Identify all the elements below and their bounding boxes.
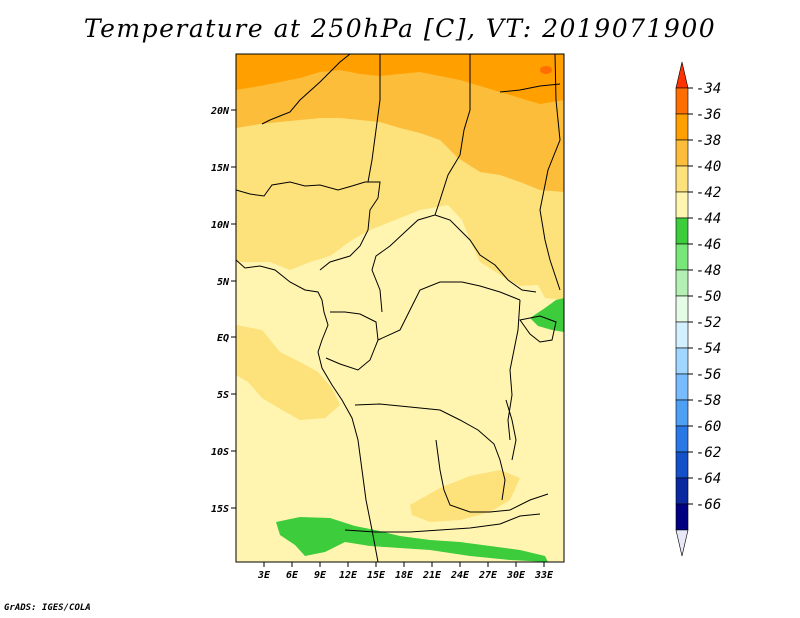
colorbar-segment [675,399,689,427]
colorbar-segment [675,269,689,297]
band-minus44-south [276,517,548,562]
map-frame [235,53,565,563]
colorbar-segment [675,113,689,141]
footer-credit: GrADS: IGES/COLA [4,603,91,613]
lat-label: 5S [217,390,229,401]
lon-label: 9E [314,570,327,581]
colorbar-segment [675,477,689,505]
colorbar-label: -50 [696,289,721,305]
country-borders [236,54,561,562]
lat-axis: 20N 15N 10N 5N EQ 5S 10S 15S [210,106,236,515]
lon-label: 15E [367,570,386,581]
colorbar-label: -40 [696,159,721,175]
lat-label: 20N [210,106,230,117]
colorbar-segment [675,503,689,531]
colorbar-label: -66 [696,497,721,513]
colorbar-label: -42 [696,185,721,201]
lat-label: 10S [211,447,229,458]
colorbar-segment [675,373,689,401]
band-minus38 [236,54,564,192]
lon-label: 12E [339,570,358,581]
colorbar-label: -64 [696,471,721,487]
colorbar-segment [675,191,689,219]
temperature-field [236,54,564,562]
colorbar-segment [675,139,689,167]
lat-label: EQ [217,333,229,344]
lon-label: 6E [286,570,299,581]
colorbar-segment [675,347,689,375]
colorbar-segment [675,451,689,479]
band-minus40-sw [236,325,340,420]
colorbar-label: -36 [696,107,721,123]
colorbar-segment [675,165,689,193]
lon-label: 33E [534,570,554,581]
colorbar-label: -52 [696,315,721,331]
lat-label: 10N [211,220,230,231]
colorbar-label: -44 [696,211,721,227]
lon-label: 24E [450,570,470,581]
band-minus36 [236,54,564,104]
colorbar-label: -48 [696,263,721,279]
lat-label: 15S [211,504,229,515]
colorbar-label: -60 [696,419,721,435]
colorbar-segment [675,87,689,115]
colorbar-label: -54 [696,341,721,357]
lon-label: 30E [506,570,526,581]
colorbar-segment [675,295,689,323]
colorbar-label: -46 [696,237,721,253]
colorbar: -34 -36 -38 -40 -42 -44 -46 -48 -50 -52 -54 -56 -58 -… [675,61,721,557]
colorbar-segment [675,61,689,89]
colorbar-label: -58 [696,393,721,409]
lat-label: 5N [217,277,230,288]
colorbar-segment [675,321,689,349]
colorbar-label: -34 [696,81,721,97]
lon-label: 27E [478,570,498,581]
colorbar-label: -62 [696,445,721,461]
lon-label: 21E [422,570,442,581]
colorbar-label: -38 [696,133,721,149]
colorbar-segment [675,243,689,271]
colorbar-segment [675,217,689,245]
colorbar-segment [675,529,689,557]
colorbar-label: -56 [696,367,721,383]
band-minus34 [540,66,552,74]
band-minus40-s [410,470,520,522]
lon-label: 3E [257,570,271,581]
colorbar-segment [675,425,689,453]
lat-label: 15N [211,163,230,174]
lon-axis: 3E 6E 9E 12E 15E 18E 21E 24E 27E 30E 33E [257,562,554,581]
lon-label: 18E [395,570,414,581]
chart-title: Temperature at 250hPa [C], VT: 201907190… [83,14,717,43]
